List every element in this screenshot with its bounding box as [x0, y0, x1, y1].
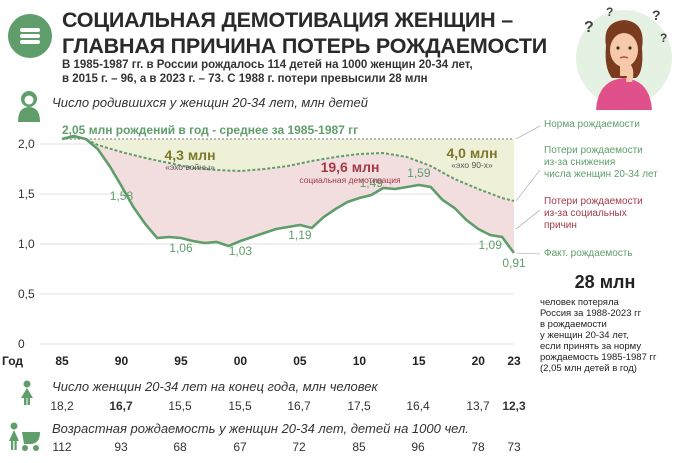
- x-tick-label: 00: [234, 354, 248, 368]
- echo-war-value: 4,3 млн: [164, 147, 215, 163]
- data-label: 1,49: [360, 176, 384, 190]
- fertility-value: 78: [471, 440, 485, 454]
- total-loss-line: человек потеряла: [540, 297, 619, 308]
- women-value: 16,4: [406, 399, 430, 413]
- title-line-2: ГЛАВНАЯ ПРИЧИНА ПОТЕРЬ РОЖДАЕМОСТИ: [62, 34, 548, 58]
- x-tick-label: 23: [507, 354, 521, 368]
- svg-text:?: ?: [606, 5, 613, 19]
- x-tick-label: 05: [293, 354, 307, 368]
- total-loss-note: 28 млн человек потеряла Россия за 1988-2…: [540, 272, 670, 374]
- legend-connector: [515, 252, 541, 255]
- legend-loss-women-2: из-за снижения: [544, 157, 616, 168]
- fertility-value: 96: [411, 440, 425, 454]
- y-tick-label: 0,5: [18, 287, 35, 301]
- echo-90-label: «эхо 90-х»: [451, 160, 493, 170]
- legend-connector: [515, 169, 541, 202]
- x-tick-label: 95: [174, 354, 188, 368]
- women-row-label: Число женщин 20-34 лет на конец года, мл…: [52, 379, 378, 394]
- menu-logo-icon: [8, 14, 52, 58]
- page-title: СОЦИАЛЬНАЯ ДЕМОТИВАЦИЯ ЖЕНЩИН – ГЛАВНАЯ …: [62, 7, 562, 59]
- woman-icon: [21, 380, 33, 405]
- legend-loss-women-3: числа женщин 20-34 лет: [544, 169, 658, 180]
- chart-marks: 1,58 1,06 1,03 1,19 1,49 1,59 1,09 0,91: [110, 166, 526, 270]
- x-tick-label: 10: [353, 354, 367, 368]
- birth-chart: 0 0,5 1,0 1,5 2,0 85 90 95 00 05 10 15 20 23 1,58 1,06…: [2, 123, 541, 368]
- total-loss-line: (2,05 млн детей в год): [540, 363, 637, 374]
- fertility-value: 73: [507, 440, 521, 454]
- legend-loss-women-1: Потери рождаемости: [544, 145, 643, 156]
- legend-norm: Норма рождаемости: [544, 119, 640, 130]
- total-loss-line: у женщин 20-34 лет,: [540, 330, 629, 341]
- total-loss-line: Россия за 1988-2023 гг: [540, 308, 642, 319]
- data-label: 1,59: [407, 166, 431, 180]
- fertility-value: 67: [233, 440, 247, 454]
- svg-text:?: ?: [660, 31, 667, 45]
- x-tick-label: 15: [412, 354, 426, 368]
- legend-connector: [515, 125, 541, 140]
- women-value: 17,5: [347, 399, 371, 413]
- title-line-1: СОЦИАЛЬНАЯ ДЕМОТИВАЦИЯ ЖЕНЩИН –: [62, 8, 514, 32]
- lead-line-1: В 1985-1987 гг. в России рождалось 114 д…: [62, 59, 473, 71]
- legend-loss-social-1: Потери рождаемости: [544, 196, 643, 207]
- data-label: 1,58: [110, 189, 134, 203]
- legend-loss-social-2: из-за социальных: [544, 208, 627, 219]
- women-value: 16,7: [287, 399, 311, 413]
- lead-line-2: в 2015 г. – 96, а в 2023 г. – 73. С 1988…: [62, 72, 428, 85]
- chart-lines: [61, 125, 541, 255]
- legend-actual: Факт. рождаемость: [544, 248, 633, 259]
- fertility-value: 72: [292, 440, 306, 454]
- fertility-value: 93: [114, 440, 128, 454]
- total-loss-text: человек потеряла Россия за 1988-2023 гг …: [540, 297, 670, 374]
- svg-text:?: ?: [652, 7, 661, 23]
- fertility-value: 85: [352, 440, 366, 454]
- actual-births-line: [61, 134, 516, 254]
- legend-loss-social: Потери рождаемости из-за социальных прич…: [544, 196, 643, 232]
- svg-text:?: ?: [584, 19, 594, 36]
- data-label: 0,91: [502, 256, 526, 270]
- y-tick-label: 0: [18, 337, 25, 351]
- women-value: 18,2: [50, 399, 74, 413]
- y-tick-label: 2,0: [18, 137, 35, 151]
- x-tick-label: 85: [55, 354, 69, 368]
- x-tick-label: 20: [472, 354, 486, 368]
- legend-loss-social-3: причин: [544, 220, 577, 231]
- women-value: 12,3: [502, 399, 526, 413]
- total-loss-line: в рождаемости: [540, 319, 607, 330]
- social-value: 19,6 млн: [321, 159, 380, 175]
- social-label: социальная демотивация: [299, 175, 401, 185]
- fertility-value: 68: [173, 440, 187, 454]
- total-loss-line: рождаемость 1985-1987 гг: [540, 352, 657, 363]
- data-label: 1,06: [169, 241, 193, 255]
- echo-loss-area: [62, 137, 514, 201]
- norm-line-annotation: 2,05 млн рождений в год - среднее за 198…: [62, 123, 358, 137]
- women-value: 16,7: [109, 399, 133, 413]
- fertility-value: 112: [52, 440, 72, 454]
- legend-connector: [515, 209, 541, 230]
- baby-icon: [18, 91, 40, 122]
- mother-stroller-icon: [9, 422, 40, 451]
- echo-90-value: 4,0 млн: [446, 145, 497, 161]
- women-value: 15,5: [228, 399, 252, 413]
- legend-loss-women: Потери рождаемости из-за снижения числа …: [544, 145, 658, 181]
- chart-title: Число родившихся у женщин 20-34 лет, млн…: [52, 95, 368, 110]
- x-tick-label: 90: [115, 354, 129, 368]
- women-value: 13,7: [466, 399, 490, 413]
- women-value: 15,5: [168, 399, 192, 413]
- data-label: 1,09: [479, 238, 503, 252]
- thinking-woman-illustration: ? ? ? ?: [576, 5, 672, 110]
- total-loss-line: если принять за норму: [540, 341, 642, 352]
- echo-war-label: «эхо войны»: [165, 162, 215, 172]
- y-tick-label: 1,0: [18, 237, 35, 251]
- demographic-line: [61, 135, 515, 202]
- fertility-row-label: Возрастная рождаемость у женщин 20-34 ле…: [52, 421, 469, 436]
- total-loss-value: 28 млн: [574, 272, 636, 292]
- data-label: 1,19: [288, 228, 312, 242]
- x-axis-label: Год: [2, 354, 23, 368]
- lead-text: В 1985-1987 гг. в России рождалось 114 д…: [62, 59, 552, 86]
- data-label: 1,03: [229, 244, 253, 258]
- y-tick-label: 1,5: [18, 187, 35, 201]
